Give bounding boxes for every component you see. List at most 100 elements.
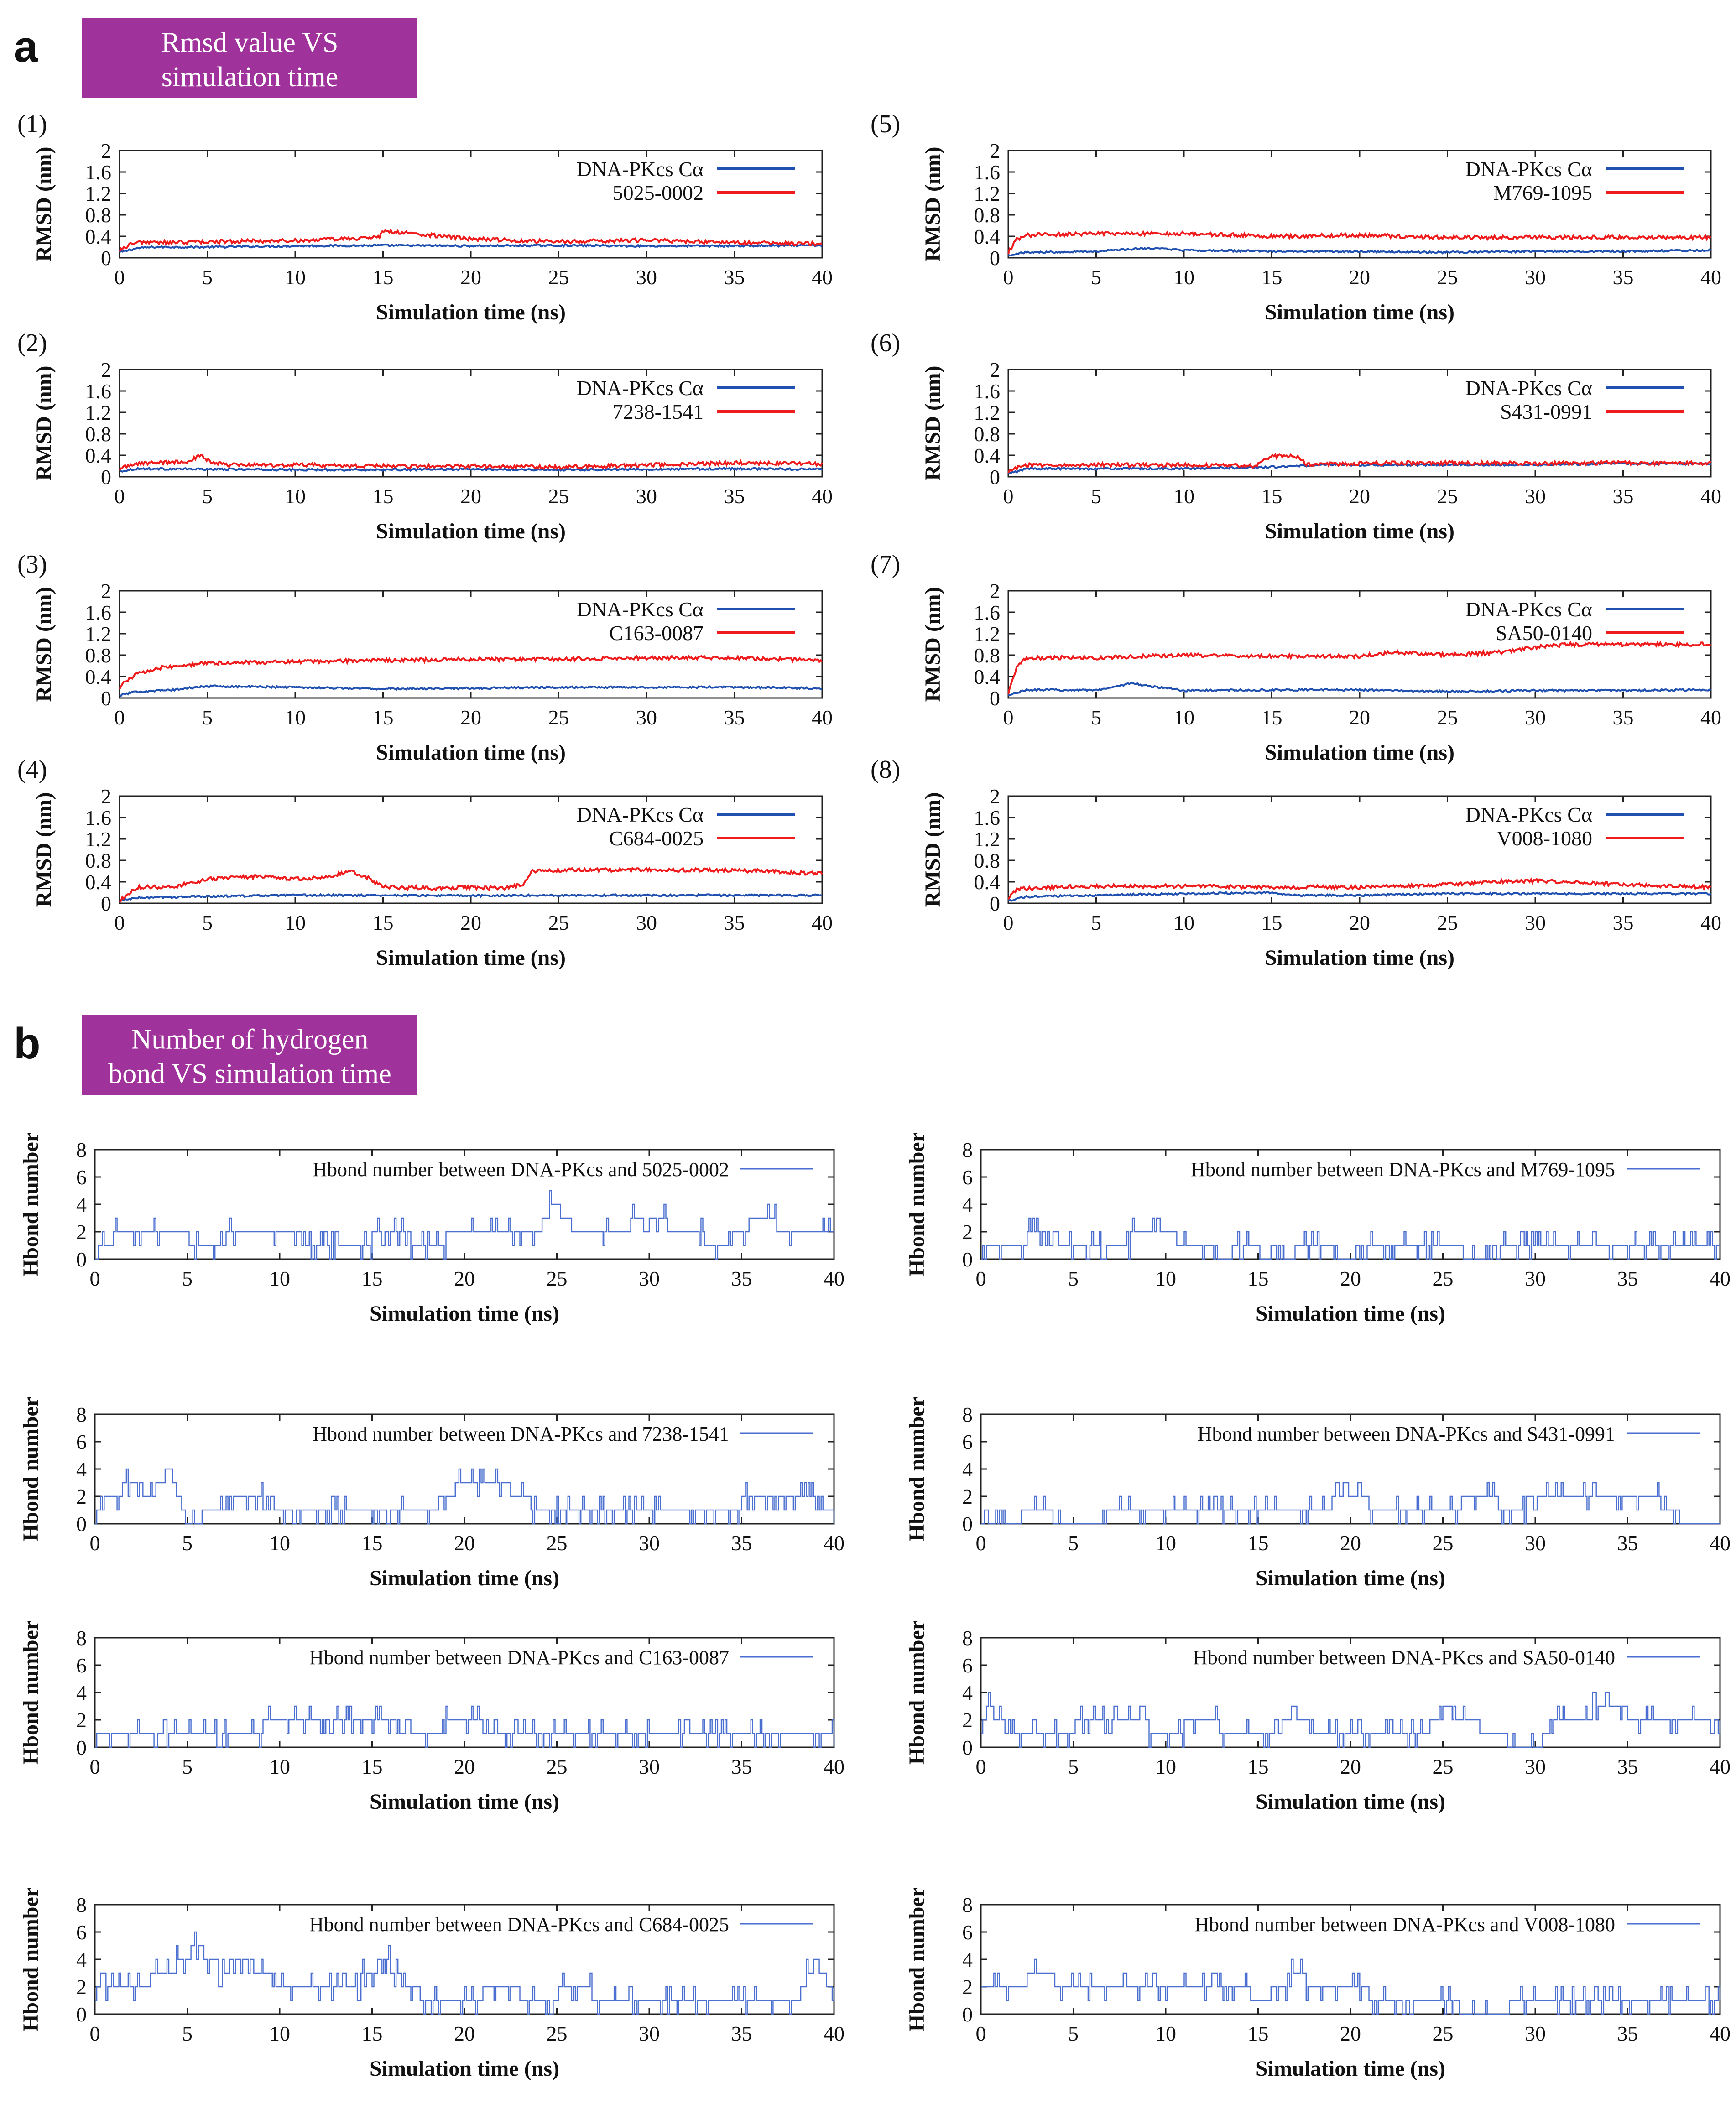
x-tick-label: 0	[90, 1531, 100, 1555]
series-line-hbond	[981, 1958, 1721, 2015]
y-tick-label: 0	[990, 687, 1000, 710]
series-line-ligand	[1007, 453, 1711, 474]
legend-label-hbond: Hbond number between DNA-PKcs and C163-0…	[309, 1646, 729, 1669]
legend-label-ligand: S431-0991	[1500, 400, 1592, 423]
rmsd-chart-7238-1541: (2)00.40.81.21.620 5 10 15 20 25 30 35 40Simulat…	[17, 329, 833, 543]
series-line-ligand	[119, 654, 823, 690]
y-tick-label: 2	[101, 358, 111, 381]
x-tick-label: 25	[547, 2022, 568, 2045]
plot-frame	[1007, 590, 1712, 699]
x-tick-label: 40	[1700, 706, 1721, 729]
y-axis-label: RMSD (nm)	[921, 587, 945, 702]
y-tick-label: 0.8	[974, 422, 1001, 446]
plot-frame	[119, 590, 823, 699]
series-line-ligand	[1007, 641, 1711, 695]
x-tick-label: 25	[548, 706, 569, 729]
x-tick-label: 5	[1068, 1531, 1079, 1555]
x-tick-label: 25	[1433, 1531, 1454, 1555]
legend-label-protein: DNA-PKcs Cα	[1465, 376, 1592, 400]
x-tick-label: 40	[812, 484, 833, 508]
panel-letter: b	[14, 1019, 41, 1068]
y-tick-label: 6	[962, 1166, 973, 1189]
y-axis-label: RMSD (nm)	[32, 147, 56, 262]
y-tick-label: 4	[962, 1458, 973, 1481]
series-line-protein	[119, 243, 823, 253]
legend-label-protein: DNA-PKcs Cα	[577, 803, 704, 826]
x-tick-label: 35	[1617, 1267, 1638, 1290]
rmsd-chart-SA50-0140: (7)00.40.81.21.620 5 10 15 20 25 30 35 40Simulat…	[871, 550, 1721, 765]
y-tick-label: 0.4	[974, 665, 1001, 688]
y-tick-label: 4	[76, 1948, 87, 1971]
x-tick-label: 5	[1091, 706, 1101, 729]
y-tick-label: 6	[962, 1654, 973, 1677]
y-tick-label: 0.8	[974, 644, 1001, 667]
y-tick-label: 2	[101, 579, 111, 603]
x-tick-label: 25	[1437, 266, 1458, 289]
y-axis-label: RMSD (nm)	[921, 792, 945, 907]
y-tick-label: 2	[990, 579, 1000, 603]
y-tick-label: 4	[962, 1681, 973, 1704]
x-tick-label: 10	[269, 1267, 290, 1290]
y-tick-label: 0	[101, 687, 111, 710]
y-axis-label: Hbond number	[905, 1620, 929, 1765]
x-tick-label: 5	[202, 706, 213, 729]
x-tick-label: 30	[1525, 1755, 1546, 1778]
x-tick-label: 5	[182, 1755, 193, 1778]
y-tick-label: 4	[76, 1458, 87, 1481]
legend-label-ligand: V008-1080	[1496, 827, 1592, 850]
y-axis-label: RMSD (nm)	[921, 366, 945, 481]
x-tick-label: 15	[1248, 2022, 1269, 2045]
x-axis-label: Simulation time (ns)	[376, 519, 566, 543]
x-tick-label: 5	[1068, 1267, 1079, 1290]
y-tick-label: 0	[962, 1248, 973, 1271]
series-line-hbond	[95, 1190, 834, 1260]
y-tick-label: 6	[76, 1166, 87, 1189]
x-tick-label: 20	[1340, 2022, 1361, 2045]
x-tick-label: 10	[1173, 266, 1194, 289]
x-axis-label: Simulation time (ns)	[376, 300, 566, 324]
x-tick-label: 0	[976, 1267, 986, 1290]
x-tick-label: 40	[1710, 1755, 1731, 1778]
y-tick-label: 8	[962, 1893, 973, 1917]
x-tick-label: 5	[182, 1267, 193, 1290]
y-tick-label: 0.4	[974, 225, 1001, 248]
x-tick-label: 25	[547, 1267, 568, 1290]
x-tick-label: 0	[90, 2022, 100, 2045]
x-tick-label: 10	[285, 911, 306, 934]
x-axis-label: Simulation time (ns)	[1265, 519, 1454, 543]
series-line-protein	[1008, 682, 1711, 697]
y-tick-label: 0	[101, 465, 111, 489]
x-axis-label: Simulation time (ns)	[370, 2057, 559, 2081]
y-tick-label: 2	[101, 139, 111, 162]
x-tick-label: 30	[636, 911, 657, 934]
y-tick-label: 8	[76, 1403, 87, 1426]
x-tick-label: 15	[1262, 484, 1282, 508]
y-tick-label: 0	[76, 2003, 87, 2026]
x-tick-label: 25	[547, 1755, 568, 1778]
panel-letter: a	[14, 22, 38, 71]
x-tick-label: 20	[1349, 484, 1370, 508]
x-tick-label: 25	[1433, 1755, 1454, 1778]
y-tick-label: 1.6	[85, 161, 112, 184]
x-tick-label: 35	[724, 706, 745, 729]
x-tick-label: 40	[1700, 911, 1721, 934]
x-tick-label: 10	[285, 266, 306, 289]
x-tick-label: 0	[90, 1755, 100, 1778]
x-tick-label: 30	[636, 706, 657, 729]
y-tick-label: 0	[990, 892, 1000, 915]
x-tick-label: 10	[1155, 1267, 1176, 1290]
x-tick-label: 30	[1525, 706, 1546, 729]
x-tick-label: 5	[1068, 2022, 1079, 2045]
x-tick-label: 10	[1155, 2022, 1176, 2045]
x-tick-label: 40	[812, 911, 833, 934]
x-tick-label: 10	[1173, 484, 1194, 508]
y-tick-label: 1.2	[85, 182, 112, 205]
x-tick-label: 5	[202, 911, 213, 934]
plot-frame	[119, 369, 823, 478]
subplot-number: (7)	[871, 550, 900, 578]
x-tick-label: 35	[731, 2022, 752, 2045]
legend-label-hbond: Hbond number between DNA-PKcs and 7238-1…	[313, 1423, 729, 1445]
y-tick-label: 0.4	[85, 665, 112, 688]
subplot-number: (2)	[17, 329, 47, 357]
y-tick-label: 8	[962, 1403, 973, 1426]
